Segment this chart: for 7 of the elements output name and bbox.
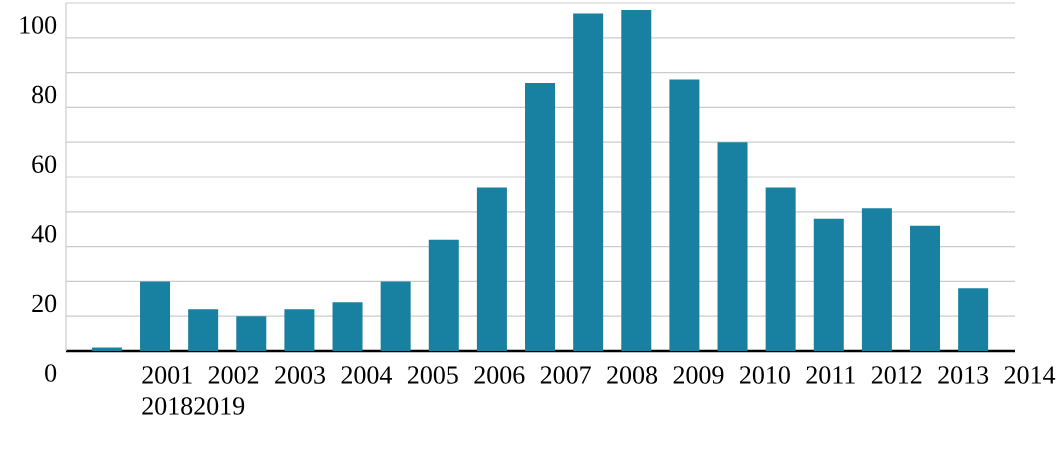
y-tick-label: 20 xyxy=(32,294,57,313)
y-tick-label: 100 xyxy=(20,16,57,34)
y-tick-label: 80 xyxy=(32,85,57,104)
y-tick-label: 60 xyxy=(32,155,57,173)
y-tick-label: 0 xyxy=(45,364,57,382)
y-tick-label: 40 xyxy=(31,225,57,243)
text: 2001 2002 2003 2004 2005 2006 2007 2008 2009 2010 2011 2012 2013 2014 20182019 xyxy=(142,366,1056,415)
